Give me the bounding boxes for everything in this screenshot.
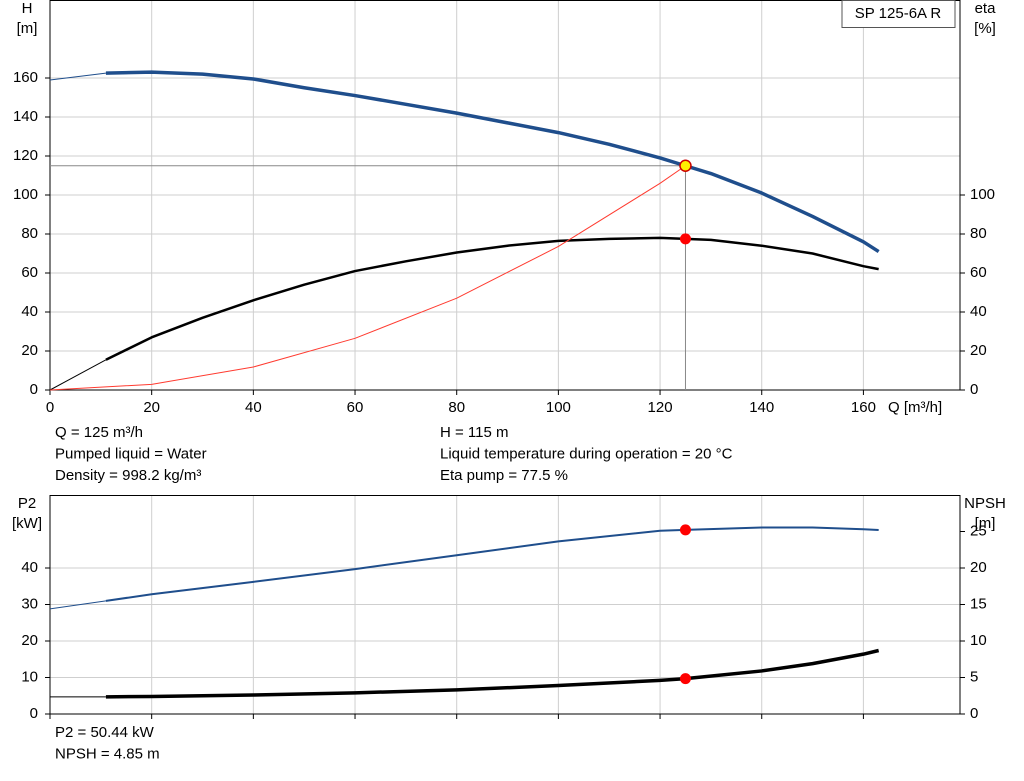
- y2-tick-label: 25: [970, 522, 987, 539]
- y-tick-label: 120: [13, 147, 38, 164]
- note: Eta pump = 77.5 %: [440, 467, 568, 484]
- x-tick-label: 160: [851, 399, 876, 416]
- y2-axis-label: NPSH: [964, 495, 1006, 512]
- y-tick-label: 60: [21, 264, 38, 281]
- y-tick-label: 80: [21, 225, 38, 242]
- curve: [105, 236, 879, 361]
- curve: [49, 72, 106, 81]
- operating-point: [679, 524, 691, 536]
- curve: [49, 359, 107, 391]
- y-tick-label: 20: [21, 342, 38, 359]
- y2-tick-label: 0: [970, 381, 978, 398]
- y-tick-label: 40: [21, 303, 38, 320]
- y-tick-label: 0: [30, 705, 38, 722]
- y-axis-label: [m]: [17, 20, 38, 37]
- y2-axis-label: eta: [975, 0, 997, 17]
- curve: [105, 648, 880, 699]
- operating-point: [679, 159, 692, 172]
- y-tick-label: 160: [13, 69, 38, 86]
- note: Density = 998.2 kg/m³: [55, 467, 201, 484]
- title-box: [841, 0, 956, 28]
- y2-tick-label: 0: [970, 705, 978, 722]
- y-axis-label: P2: [18, 495, 36, 512]
- x-tick-label: 140: [749, 399, 774, 416]
- operating-point: [679, 673, 691, 685]
- y2-tick-label: 60: [970, 264, 987, 281]
- x-tick-label: 20: [143, 399, 160, 416]
- y-tick-label: 140: [13, 108, 38, 125]
- curve: [105, 526, 879, 602]
- note: Liquid temperature during operation = 20…: [440, 445, 733, 462]
- operating-point: [679, 233, 691, 245]
- y2-tick-label: 5: [970, 668, 978, 685]
- note: Q = 125 m³/h: [55, 424, 143, 441]
- y2-tick-label: 20: [970, 559, 987, 576]
- x-tick-label: 60: [347, 399, 364, 416]
- y2-tick-label: 10: [970, 632, 987, 649]
- note: P2 = 50.44 kW: [55, 724, 155, 741]
- y-tick-label: 10: [21, 668, 38, 685]
- plot-frame: [49, 0, 961, 391]
- x-tick-label: 40: [245, 399, 262, 416]
- y2-axis-label: [%]: [974, 20, 996, 37]
- y2-tick-label: 40: [970, 303, 987, 320]
- x-tick-label: 0: [46, 399, 54, 416]
- y-tick-label: 20: [21, 632, 38, 649]
- x-tick-label: 80: [448, 399, 465, 416]
- curve: [49, 165, 686, 391]
- note: NPSH = 4.85 m: [55, 745, 160, 762]
- y-tick-label: 100: [13, 186, 38, 203]
- x-tick-label: 120: [648, 399, 673, 416]
- y2-tick-label: 80: [970, 225, 987, 242]
- note: Pumped liquid = Water: [55, 445, 207, 462]
- y-axis-label: H: [22, 0, 33, 17]
- curve: [49, 600, 106, 610]
- y-tick-label: 40: [21, 559, 38, 576]
- y2-tick-label: 15: [970, 595, 987, 612]
- y-axis-label: [kW]: [12, 515, 42, 532]
- y2-tick-label: 20: [970, 342, 987, 359]
- y2-axis-label: [m]: [975, 515, 996, 532]
- x-tick-label: 100: [546, 399, 571, 416]
- x-axis-label: Q [m³/h]: [888, 399, 942, 416]
- chart-title: SP 125-6A R: [855, 5, 942, 22]
- curve: [105, 70, 880, 254]
- y-tick-label: 30: [21, 595, 38, 612]
- plot-frame: [49, 495, 961, 715]
- y2-tick-label: 100: [970, 186, 995, 203]
- y-tick-label: 0: [30, 381, 38, 398]
- note: H = 115 m: [440, 424, 509, 441]
